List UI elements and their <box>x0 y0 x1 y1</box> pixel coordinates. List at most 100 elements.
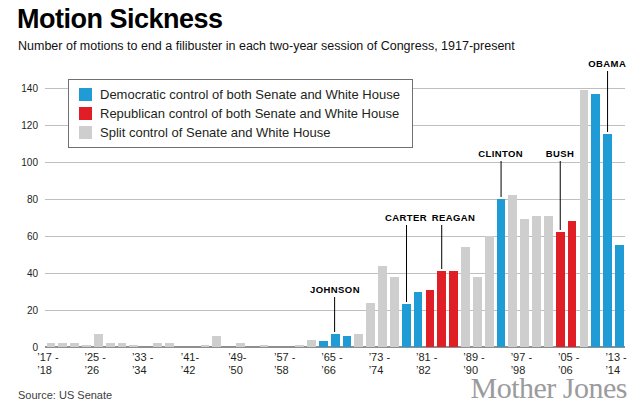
bar-41 <box>532 216 541 347</box>
bar-34 <box>449 271 458 347</box>
annotation-pointer-line <box>500 161 501 197</box>
x-tick-line1: ’73 - <box>369 351 390 364</box>
bar-42 <box>544 216 553 347</box>
bar-13 <box>201 345 210 347</box>
x-tick-line1: ’05 - <box>558 351 579 364</box>
x-tick-line1: ’13 - <box>605 351 626 364</box>
x-tick-line1: ’65 - <box>321 351 342 364</box>
bar-37 <box>485 236 494 347</box>
bar-slot-1 <box>57 88 69 347</box>
x-tick-line1: ’89 - <box>463 351 484 364</box>
y-tick-label: 120 <box>0 120 38 131</box>
x-tick-line2: ’50 <box>228 364 246 377</box>
annotation-label-reagan: REAGAN <box>432 212 476 223</box>
x-tick-line1: ’57 - <box>274 351 295 364</box>
x-tick-label: ’73 -’74 <box>369 351 390 377</box>
legend-label-democratic: Democratic control of both Senate and Wh… <box>100 87 400 102</box>
bar-5 <box>106 343 115 347</box>
bar-14 <box>212 336 221 347</box>
bar-16 <box>236 343 245 347</box>
x-tick-line1: ’97 - <box>511 351 532 364</box>
x-tick-line1: ’33 - <box>132 351 153 364</box>
bar-10 <box>165 343 174 347</box>
bar-30 <box>402 304 411 347</box>
x-tick-line1: ’17 - <box>37 351 58 364</box>
y-tick-label: 140 <box>0 83 38 94</box>
y-tick-label: 100 <box>0 157 38 168</box>
x-tick-line2: ’34 <box>132 364 153 377</box>
x-tick-line2: ’26 <box>85 364 106 377</box>
annotation-pointer-line <box>559 161 560 230</box>
x-tick-label: ’25 -’26 <box>85 351 106 377</box>
x-tick-label: ’81 -’82 <box>416 351 437 377</box>
annotation-pointer-line <box>607 71 608 132</box>
bar-45 <box>580 90 589 347</box>
chart-page: Motion Sickness Number of motions to end… <box>0 0 630 412</box>
bar-33 <box>437 271 446 347</box>
bar-40 <box>520 219 529 347</box>
motherjones-logo: Mother Jones <box>471 371 627 405</box>
annotation-label-bush: BUSH <box>546 148 575 159</box>
x-tick-label: ’41-’42 <box>181 351 199 377</box>
y-tick-label: 60 <box>0 231 38 242</box>
democratic-swatch-icon <box>79 88 92 101</box>
bar-slot-37 <box>483 88 495 347</box>
x-tick-label: ’49-’50 <box>228 351 246 377</box>
legend-label-republican: Republican control of both Senate and Wh… <box>100 106 399 121</box>
y-axis: 020406080100120140 <box>0 88 38 347</box>
x-tick-label: ’65 -’66 <box>321 351 342 377</box>
annotation-label-clinton: CLINTON <box>478 148 523 159</box>
y-tick-label: 0 <box>0 342 38 353</box>
x-tick-line1: ’81 - <box>416 351 437 364</box>
bar-slot-0 <box>45 88 57 347</box>
bar-43 <box>556 232 565 347</box>
x-tick-label: ’57 -’58 <box>274 351 295 377</box>
chart-title: Motion Sickness <box>17 4 223 35</box>
x-tick-line1: ’25 - <box>85 351 106 364</box>
bar-3 <box>82 345 91 347</box>
bar-38 <box>497 199 506 347</box>
y-tick-label: 20 <box>0 305 38 316</box>
bar-slot-39 <box>507 88 519 347</box>
bar-1 <box>58 343 67 347</box>
bar-18 <box>260 345 269 347</box>
bar-2 <box>70 343 79 347</box>
legend: Democratic control of both Senate and Wh… <box>68 79 413 148</box>
annotation-reagan: REAGAN <box>420 212 464 269</box>
x-tick-label: ’33 -’34 <box>132 351 153 377</box>
bar-0 <box>47 343 56 347</box>
annotation-clinton: CLINTON <box>478 148 523 197</box>
x-tick-line2: ’82 <box>416 364 437 377</box>
bar-27 <box>366 303 375 347</box>
bar-39 <box>508 195 517 347</box>
bar-4 <box>94 334 103 347</box>
x-tick-label: ’17 -’18 <box>37 351 58 377</box>
bar-25 <box>343 336 352 347</box>
bar-36 <box>473 277 482 347</box>
legend-item-democratic: Democratic control of both Senate and Wh… <box>79 87 400 102</box>
x-tick-line2: ’74 <box>369 364 390 377</box>
bar-22 <box>307 340 316 347</box>
x-tick-line1: ’41- <box>181 351 199 364</box>
annotation-johnson: JOHNSON <box>310 284 360 332</box>
bar-44 <box>568 221 577 347</box>
y-tick-label: 80 <box>0 194 38 205</box>
bar-7 <box>129 345 138 347</box>
annotation-label-johnson: JOHNSON <box>310 284 360 295</box>
annotation-pointer-line <box>335 297 336 332</box>
annotation-pointer-line <box>406 225 407 302</box>
bar-6 <box>118 343 127 347</box>
x-tick-line2: ’58 <box>274 364 295 377</box>
x-tick-line2: ’66 <box>321 364 342 377</box>
legend-item-split: Split control of Senate and White House <box>79 125 400 140</box>
x-tick-line1: ’49- <box>228 351 246 364</box>
chart-subtitle: Number of motions to end a filibuster in… <box>18 39 515 53</box>
annotation-bush: BUSH <box>546 148 575 230</box>
republican-swatch-icon <box>79 107 92 120</box>
x-tick-line2: ’18 <box>37 364 58 377</box>
legend-label-split: Split control of Senate and White House <box>100 125 331 140</box>
bar-23 <box>319 341 328 347</box>
y-tick-label: 40 <box>0 268 38 279</box>
bar-21 <box>295 345 304 347</box>
bar-slot-41 <box>531 88 543 347</box>
